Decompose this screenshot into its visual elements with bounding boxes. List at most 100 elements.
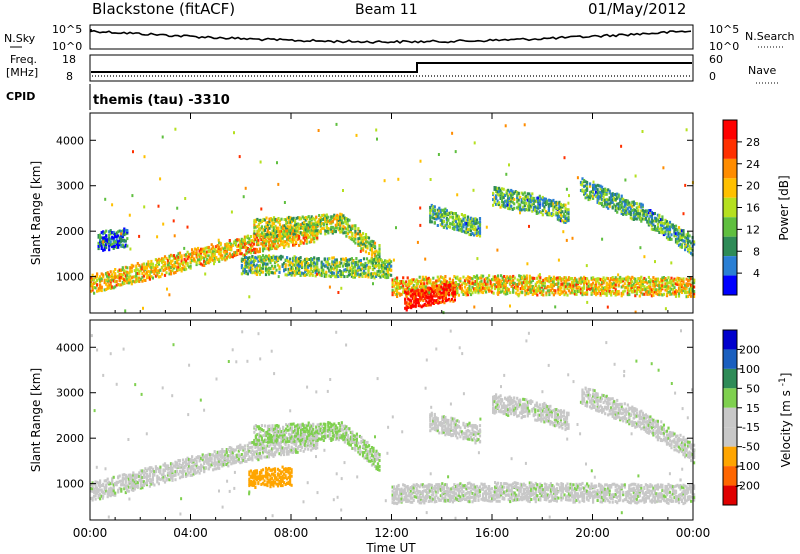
heatmap-cell	[652, 284, 655, 287]
heatmap-cell	[639, 246, 642, 250]
heatmap-cell	[183, 265, 186, 269]
heatmap-cell	[425, 303, 428, 307]
heatmap-cell	[690, 289, 693, 293]
heatmap-cell	[507, 194, 510, 198]
heatmap-cell	[251, 240, 254, 244]
heatmap-cell	[142, 476, 145, 479]
heatmap-cell	[188, 462, 191, 466]
heatmap-cell	[128, 213, 131, 217]
heatmap-cell	[198, 465, 201, 469]
heatmap-cell	[608, 281, 611, 285]
heatmap-cell	[418, 275, 421, 279]
heatmap-cell	[295, 266, 298, 270]
heatmap-cell	[99, 493, 102, 496]
heatmap-cell	[460, 213, 463, 216]
heatmap-cell	[560, 289, 563, 293]
heatmap-cell	[623, 203, 626, 207]
heatmap-cell	[353, 262, 356, 266]
heatmap-cell	[570, 290, 574, 294]
heatmap-cell	[271, 221, 274, 225]
heatmap-cell	[156, 264, 159, 268]
heatmap-cell	[333, 217, 336, 221]
heatmap-cell	[144, 467, 147, 471]
heatmap-cell	[123, 473, 126, 477]
heatmap-cell	[667, 290, 670, 294]
heatmap-cell	[542, 293, 545, 297]
heatmap-cell	[261, 249, 265, 253]
heatmap-cell	[543, 199, 546, 203]
heatmap-cell	[171, 264, 174, 267]
heatmap-cell	[298, 231, 301, 235]
heatmap-cell	[468, 287, 471, 291]
heatmap-cell	[112, 230, 115, 234]
heatmap-cell	[552, 202, 555, 206]
heatmap-cell	[130, 280, 133, 284]
heatmap-cell	[463, 279, 467, 283]
heatmap-cell	[324, 232, 327, 236]
heatmap-cell	[132, 275, 135, 279]
heatmap-cell	[171, 466, 174, 470]
heatmap-cell	[545, 277, 548, 280]
heatmap-cell	[555, 203, 558, 207]
heatmap-cell	[652, 212, 655, 216]
heatmap-cell	[353, 271, 356, 275]
heatmap-cell	[310, 217, 313, 221]
heatmap-cell	[276, 238, 280, 242]
heatmap-cell	[581, 293, 584, 297]
y-tick-label: 3000	[56, 180, 84, 193]
heatmap-cell	[394, 277, 397, 281]
heatmap-cell	[313, 223, 316, 226]
heatmap-cell	[638, 289, 641, 293]
heatmap-cell	[605, 276, 608, 280]
heatmap-cell	[451, 278, 454, 282]
heatmap-cell	[218, 245, 221, 249]
heatmap-cell	[263, 225, 267, 229]
heatmap-cell	[406, 276, 409, 280]
heatmap-cell	[462, 281, 465, 285]
heatmap-cell	[436, 275, 439, 279]
heatmap-cell	[121, 277, 124, 281]
heatmap-cell	[617, 273, 620, 277]
heatmap-cell	[141, 483, 144, 487]
heatmap-cell	[364, 236, 368, 240]
heatmap-cell	[611, 289, 614, 293]
heatmap-cell	[611, 285, 614, 289]
heatmap-cell	[177, 268, 180, 272]
heatmap-cell	[242, 195, 245, 199]
heatmap-cell	[557, 291, 560, 295]
heatmap-cell	[531, 198, 534, 202]
heatmap-cell	[123, 233, 126, 236]
heatmap-cell	[649, 210, 652, 214]
heatmap-cell	[243, 265, 246, 268]
heatmap-cell	[245, 265, 248, 269]
heatmap-cell	[172, 254, 176, 258]
heatmap-cell	[572, 284, 575, 288]
heatmap-cell	[602, 198, 605, 202]
heatmap-cell	[453, 298, 456, 302]
heatmap-cell	[337, 264, 340, 268]
heatmap-cell	[533, 276, 536, 280]
heatmap-cell	[429, 295, 432, 299]
heatmap-cell	[257, 243, 260, 247]
heatmap-cell	[471, 285, 474, 289]
heatmap-cell	[162, 260, 165, 264]
heatmap-cell	[301, 261, 304, 265]
heatmap-cell	[349, 230, 352, 234]
heatmap-cell	[469, 282, 473, 286]
heatmap-cell	[677, 283, 681, 287]
heatmap-cell	[141, 275, 144, 279]
heatmap-cell	[304, 257, 307, 261]
heatmap-cell	[188, 253, 191, 257]
heatmap-cell	[367, 265, 370, 269]
heatmap-cell	[374, 261, 378, 265]
heatmap-cell	[269, 217, 273, 221]
heatmap-cell	[203, 247, 206, 251]
heatmap-cell	[336, 223, 339, 227]
heatmap-cell	[222, 250, 225, 254]
heatmap-cell	[295, 216, 298, 220]
heatmap-cell	[650, 215, 653, 219]
heatmap-cell	[610, 290, 613, 294]
heatmap-cell	[133, 485, 136, 489]
heatmap-cell	[611, 192, 614, 196]
heatmap-cell	[340, 273, 343, 276]
